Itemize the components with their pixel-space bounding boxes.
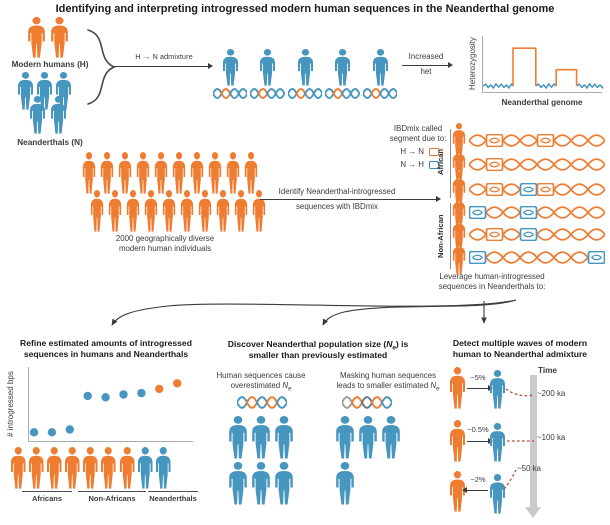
- increased-het-arrow: [402, 62, 453, 69]
- scatter-figures-row: [10, 447, 171, 489]
- cohort-row-1: [82, 152, 258, 194]
- refine-panel-title-1: Refine estimated amounts of introgressed: [20, 338, 192, 348]
- masked-dna-icon: [342, 396, 392, 409]
- overestimated-ne-figures-row-2: [228, 462, 294, 505]
- het-chart-xlabel: Neanderthal genome: [501, 98, 583, 107]
- wave1-time-label: ~200 ka: [537, 389, 566, 398]
- increased-het-label-2: het: [420, 67, 432, 76]
- wave2-neanderthal-figure: [489, 423, 506, 462]
- popsize-panel-title-1: Discover Neanderthal population size (Ne…: [227, 339, 409, 352]
- scatter-ylabel: # introgressed bps: [6, 371, 15, 437]
- het-chart-line: [483, 47, 603, 89]
- cohort-caption-1: 2000 geographically diverse: [115, 234, 215, 243]
- wave2-arrow: [467, 438, 493, 445]
- identify-label-1: Identify Neanderthal-introgressed: [278, 187, 396, 196]
- overestimated-ne-figures-row-1: [228, 416, 294, 459]
- ibdmix-legend-hn-box: [429, 148, 439, 156]
- neanderthals-group-back: [17, 72, 72, 110]
- neanderthals-label: Neanderthals (N): [17, 138, 83, 147]
- scatter-plot: [28, 367, 193, 442]
- non-africans-group-label: Non-Africans: [78, 491, 146, 503]
- popsize-right-caption-1: Masking human sequences: [339, 371, 437, 380]
- branch-arrow-left: [111, 299, 517, 326]
- admixture-arrow: [113, 63, 213, 70]
- identify-arrow: [260, 196, 441, 203]
- neanderthals-group-front: [29, 96, 67, 134]
- wave3-pct-label: ~2%: [470, 475, 486, 484]
- wave1-human-figure: [449, 367, 466, 409]
- ibdmix-legend-nh-label: N → H: [400, 159, 424, 169]
- het-chart-plot: [482, 36, 603, 93]
- het-chart-ylabel: Heterozygosity: [468, 37, 477, 91]
- admixture-arrow-label: H → N admixture: [135, 52, 193, 61]
- leverage-label-1: Leverage human-introgressed: [439, 272, 545, 281]
- wave3-arrow: [462, 487, 488, 494]
- leverage-label-2: sequences in Neanderthals to:: [438, 282, 546, 291]
- smaller-ne-figures-row-2: [335, 462, 355, 505]
- unmasked-dna-icon: [237, 396, 287, 409]
- identify-label-2: sequences with IBDmix: [295, 202, 378, 211]
- popsize-left-caption-1: Human sequences cause: [216, 371, 306, 380]
- wave3-time-label: ~50 ka: [517, 464, 541, 473]
- ibdmix-legend-nh-box: [429, 160, 439, 169]
- ibdmix-legend-title-2: segment due to:: [389, 134, 447, 143]
- popsize-panel-title-2: smaller than previously estimated: [248, 349, 388, 360]
- waves-panel-title-2: human to Neanderthal admixture: [452, 348, 588, 359]
- african-group-label: African: [436, 148, 445, 176]
- wave1-neanderthal-figure: [489, 370, 506, 409]
- waves-panel-title-1: Detect multiple waves of modern: [452, 338, 588, 348]
- wave2-human-figure: [449, 420, 466, 462]
- ibdmix-legend-hn-label: H → N: [400, 147, 424, 156]
- modern-humans-label: Modern humans (H): [11, 60, 89, 69]
- wave2-pct-label: ~0.5%: [467, 425, 489, 434]
- africans-group-label: Africans: [22, 491, 72, 503]
- refine-panel-title-2: sequences in humans and Neanderthals: [23, 348, 189, 359]
- increased-het-label-1: Increased: [408, 52, 444, 61]
- figure-title: Identifying and interpreting introgresse…: [55, 3, 555, 15]
- popsize-left-caption-2: overestimated Ne: [230, 380, 292, 393]
- time-axis-bar: [530, 375, 537, 508]
- cohort-caption-2: modern human individuals: [118, 244, 212, 253]
- wave3-neanderthal-figure: [489, 474, 506, 514]
- popsize-right-caption-2: leads to smaller estimated Ne: [336, 380, 440, 393]
- scatter-dots: [29, 379, 182, 437]
- non-african-group-label: Non-African: [436, 214, 445, 258]
- time-axis-label: Time: [538, 366, 557, 375]
- neanderthals-group-label: Neanderthals: [148, 491, 198, 503]
- wave1-arrow: [467, 385, 493, 392]
- african-group-line: [450, 129, 451, 198]
- ibdmix-legend-title-1: IBDmix called: [393, 124, 443, 133]
- time-axis-arrowhead: [525, 507, 541, 518]
- cohort-row-2: [90, 190, 266, 232]
- admixed-neanderthals-row: [212, 49, 398, 99]
- wave1-pct-label: ~5%: [470, 373, 486, 382]
- wave2-time-label: ~100 ka: [537, 433, 566, 442]
- smaller-ne-figures-row-1: [335, 416, 401, 459]
- non-african-group-line: [450, 203, 451, 269]
- modern-humans-group: [27, 17, 69, 58]
- branch-arrow-middle: [322, 299, 517, 326]
- wave3-human-figure: [449, 471, 466, 512]
